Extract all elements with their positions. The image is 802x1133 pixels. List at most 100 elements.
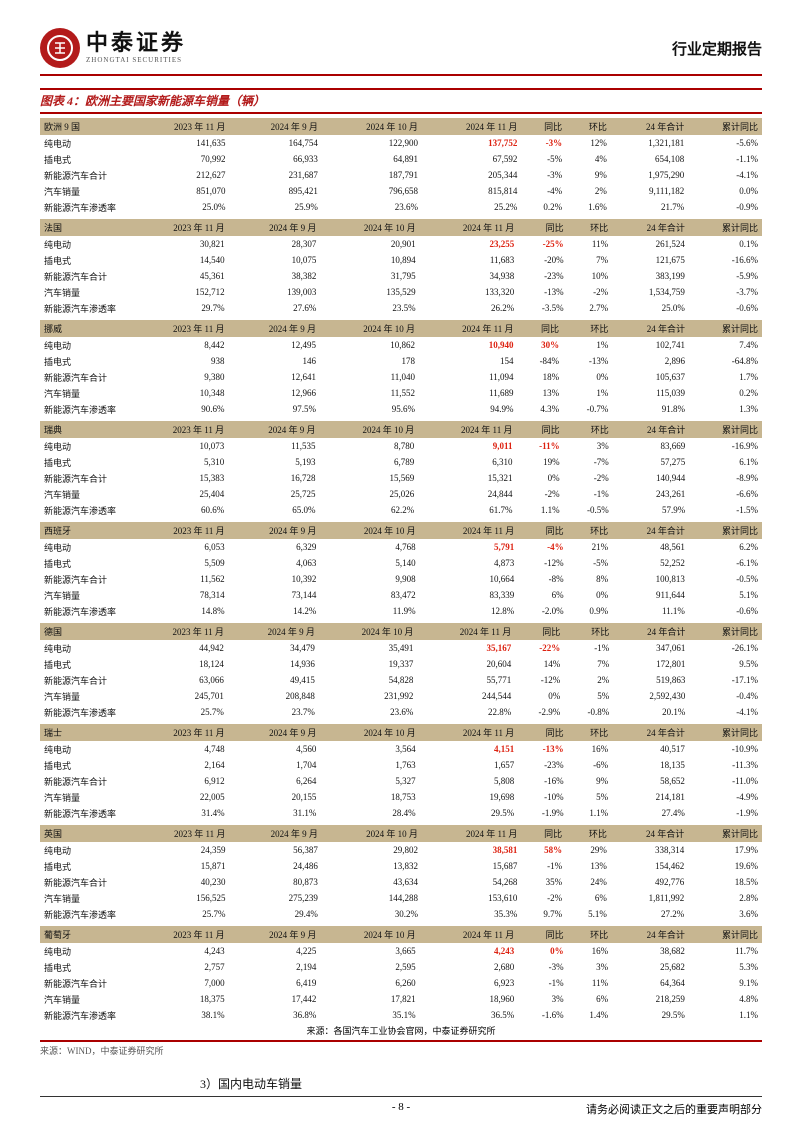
table-cell: 28,307 [229, 236, 321, 252]
table-row: 插电式5,3105,1936,7896,31019%-7%57,2756.1% [40, 454, 762, 470]
table-cell: 2,194 [229, 959, 321, 975]
table-cell: 2.8% [688, 890, 762, 906]
table-cell: 10,073 [130, 438, 228, 454]
table-cell: 3% [568, 959, 612, 975]
table-cell: -1.6% [518, 1007, 567, 1023]
table-cell: 新能源汽车渗透率 [40, 401, 130, 417]
table-cell: 4,768 [320, 539, 419, 555]
table-cell: 30,821 [130, 236, 229, 252]
table-cell: 60.6% [130, 502, 228, 518]
table-cell: 22,005 [130, 789, 229, 805]
table-cell: 24,359 [130, 842, 229, 858]
table-row: 插电式14,54010,07510,89411,683-20%7%121,675… [40, 252, 762, 268]
table-cell: 64,891 [322, 151, 422, 167]
table-cell: 10,348 [130, 385, 228, 401]
table-cell: 2,757 [130, 959, 229, 975]
table-cell: -2% [516, 486, 563, 502]
table-cell: 1.1% [516, 502, 563, 518]
table-cell: 29% [566, 842, 611, 858]
table-row: 插电式938146178154-84%-13%2,896-64.8% [40, 353, 762, 369]
logo: 中泰证券 ZHONGTAI SECURITIES [40, 28, 186, 68]
table-cell: 10,664 [420, 571, 519, 587]
column-header: 环比 [568, 926, 612, 943]
table-cell: 54,828 [319, 672, 417, 688]
table-row: 新能源汽车渗透率14.8%14.2%11.9%12.8%-2.0%0.9%11.… [40, 603, 762, 619]
table-cell: 52,252 [612, 555, 689, 571]
column-header: 欧洲 9 国 [40, 118, 130, 135]
table-cell: 9,111,182 [611, 183, 688, 199]
table-cell: -16% [518, 773, 567, 789]
column-header: 同比 [518, 219, 567, 236]
table-cell: 19.6% [688, 858, 762, 874]
table-cell: 19,337 [319, 656, 417, 672]
table-cell: 4.3% [518, 401, 564, 417]
table-row: 新能源汽车合计63,06649,41554,82855,771-12%2%519… [40, 672, 762, 688]
table-cell: 21.7% [611, 199, 688, 215]
logo-icon [40, 28, 80, 68]
table-cell: 0.1% [689, 236, 762, 252]
table-cell: 25.0% [612, 300, 689, 316]
table-cell: 汽车销量 [40, 789, 130, 805]
column-header: 环比 [563, 320, 612, 337]
table-cell: -5% [568, 555, 612, 571]
column-header: 2024 年 11 月 [422, 118, 521, 135]
table-cell: 100,813 [612, 571, 689, 587]
column-header: 2024 年 11 月 [420, 926, 519, 943]
data-table: 西班牙2023 年 11 月2024 年 9 月2024 年 10 月2024 … [40, 522, 762, 619]
table-cell: 11% [568, 236, 612, 252]
table-cell: 11.9% [320, 603, 419, 619]
table-cell: -5% [521, 151, 566, 167]
table-cell: 14.2% [229, 603, 321, 619]
column-header: 2023 年 11 月 [130, 219, 229, 236]
table-cell: 12,641 [228, 369, 320, 385]
table-cell: 4,560 [229, 741, 321, 757]
table-cell: 纯电动 [40, 741, 130, 757]
logo-en: ZHONGTAI SECURITIES [86, 56, 186, 64]
table-cell: 0.2% [521, 199, 566, 215]
table-cell: 纯电动 [40, 337, 130, 353]
table-cell: 20,155 [229, 789, 321, 805]
table-cell: 11,683 [420, 252, 519, 268]
table-row: 纯电动8,44212,49510,86210,94030%1%102,7417.… [40, 337, 762, 353]
column-header: 2023 年 11 月 [130, 623, 228, 640]
table-cell: 新能源汽车渗透率 [40, 300, 130, 316]
chart-title-row: 图表 4：欧洲主要国家新能源车销量（辆） [40, 88, 762, 114]
table-cell: -2% [564, 470, 613, 486]
table-cell: 10,894 [320, 252, 419, 268]
table-cell: 24% [566, 874, 611, 890]
column-header: 2023 年 11 月 [130, 825, 229, 842]
table-cell: 纯电动 [40, 640, 130, 656]
table-cell: 31,795 [320, 268, 419, 284]
table-cell: 12,966 [228, 385, 320, 401]
table-row: 新能源汽车渗透率25.7%23.7%23.6%22.8%-2.9%-0.8%20… [40, 704, 762, 720]
column-header: 2024 年 9 月 [229, 118, 321, 135]
table-cell: 9.7% [521, 906, 566, 922]
table-cell: 796,658 [322, 183, 422, 199]
table-cell: 6,419 [229, 975, 321, 991]
column-header: 累计同比 [689, 724, 762, 741]
table-cell: 新能源汽车合计 [40, 672, 130, 688]
table-cell: 1.6% [566, 199, 611, 215]
table-cell: 231,687 [229, 167, 321, 183]
table-cell: 汽车销量 [40, 183, 130, 199]
column-header: 2023 年 11 月 [130, 320, 228, 337]
column-header: 葡萄牙 [40, 926, 130, 943]
chart-title: 图表 4：欧洲主要国家新能源车销量（辆） [40, 94, 265, 108]
table-cell: 0% [518, 943, 567, 959]
table-cell: 62.2% [320, 502, 419, 518]
table-cell: 新能源汽车合计 [40, 874, 130, 890]
column-header: 2024 年 10 月 [320, 421, 419, 438]
table-cell: 0% [516, 470, 563, 486]
column-header: 2024 年 9 月 [229, 219, 321, 236]
table-cell: 15,321 [418, 470, 516, 486]
table-cell: 49,415 [228, 672, 319, 688]
footer-right: 请务必阅读正文之后的重要声明部分 [586, 1101, 762, 1117]
table-cell: 汽车销量 [40, 385, 130, 401]
table-cell: 38,581 [422, 842, 521, 858]
table-cell: 24,844 [418, 486, 516, 502]
column-header: 同比 [516, 421, 563, 438]
table-cell: 14,936 [228, 656, 319, 672]
table-cell: -4.1% [689, 704, 762, 720]
table-row: 汽车销量25,40425,72525,02624,844-2%-1%243,26… [40, 486, 762, 502]
table-cell: 插电式 [40, 353, 130, 369]
